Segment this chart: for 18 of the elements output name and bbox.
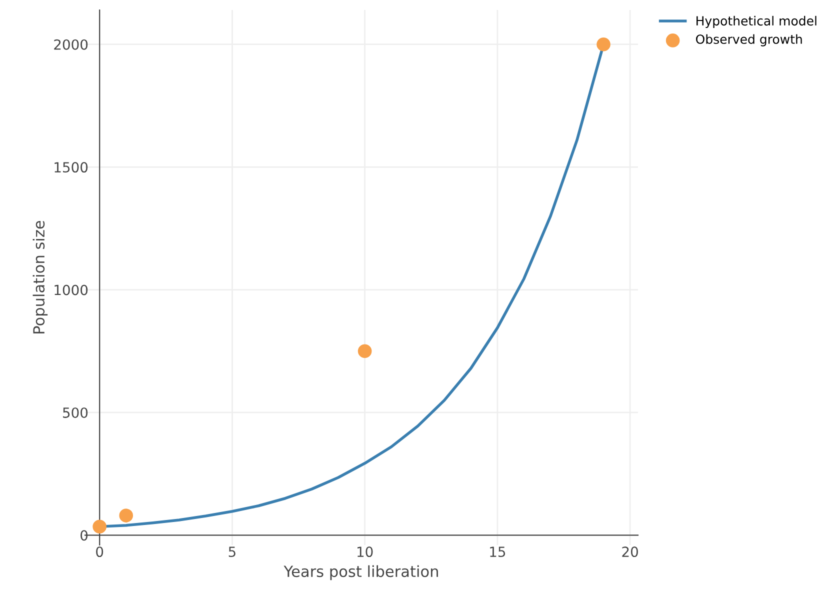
point bbox=[92, 520, 106, 534]
point bbox=[358, 344, 372, 358]
x-axis-title: Years post liberation bbox=[284, 565, 438, 580]
point bbox=[596, 37, 610, 52]
x-tick-label: 10 bbox=[358, 546, 373, 558]
legend-label: Observed growth bbox=[696, 34, 802, 46]
legend-label: Hypothetical model bbox=[696, 16, 816, 28]
y-tick-label: 500 bbox=[63, 407, 88, 418]
x-tick-label: 0 bbox=[96, 546, 104, 558]
y-tick-label: 2000 bbox=[54, 39, 88, 50]
x-tick-label: 15 bbox=[490, 546, 506, 558]
y-tick-label: 1500 bbox=[54, 162, 88, 173]
y-axis-title: Population size bbox=[32, 220, 48, 334]
point bbox=[119, 508, 134, 522]
y-tick-label: 0 bbox=[80, 530, 88, 541]
y-tick-label: 1000 bbox=[54, 284, 88, 296]
x-tick-label: 20 bbox=[622, 546, 638, 558]
x-tick-label: 5 bbox=[228, 546, 236, 558]
